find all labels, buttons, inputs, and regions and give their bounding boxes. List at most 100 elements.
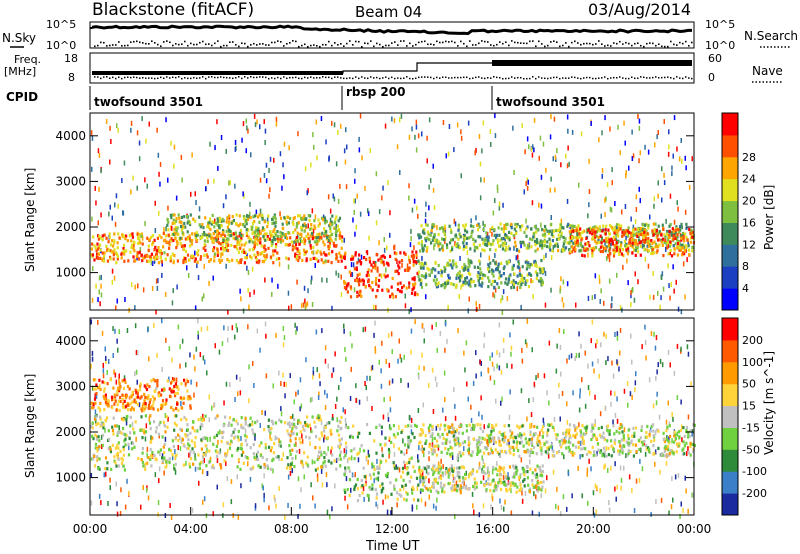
nave-point [268, 77, 270, 80]
velocity-speckle [321, 482, 324, 488]
power-speckle [393, 118, 396, 124]
power-band-5-cell [583, 229, 586, 233]
velocity-speckle [500, 505, 503, 510]
noise-search-point [640, 44, 642, 47]
velocity-speckle [208, 394, 210, 400]
noise-search-point [445, 40, 447, 43]
nave-point [595, 77, 597, 80]
power-band-4-cell [467, 268, 470, 272]
power-speckle [475, 147, 477, 153]
noise-search-point [97, 44, 99, 47]
velocity-speckle [259, 347, 261, 353]
power-speckle [91, 135, 94, 141]
power-band-3-cell [551, 249, 554, 253]
power-band-3-cell [451, 238, 455, 242]
noise-search-point [205, 43, 207, 46]
velocity-speckle [641, 344, 643, 350]
velocity-speckle [179, 435, 181, 441]
power-speckle [474, 150, 476, 156]
power-band-0-cell [270, 244, 273, 248]
power-speckle [604, 212, 606, 217]
velocity-band-0-cell [139, 428, 142, 432]
power-band-2-cell [416, 293, 419, 297]
velocity-speckle [207, 470, 210, 476]
velocity-band-0-cell [112, 432, 115, 436]
nave-point [223, 76, 225, 79]
velocity-speckle [648, 377, 651, 383]
velocity-band-0-cell [171, 439, 174, 443]
power-speckle [393, 245, 395, 251]
power-speckle [345, 184, 348, 190]
velocity-speckle [358, 399, 361, 405]
velocity-band-1-cell [364, 483, 367, 487]
velocity-speckle [278, 486, 280, 491]
velocity-band-0-cell [286, 429, 289, 433]
power-band-0-cell [116, 241, 119, 245]
noise-search-point [394, 41, 396, 43]
power-band-1-cell [290, 240, 293, 244]
power-colorbar-tick: 8 [742, 260, 749, 273]
velocity-speckle [502, 348, 505, 354]
velocity-speckle [278, 370, 280, 376]
velocity-speckle [120, 487, 122, 493]
power-band-0-cell [279, 237, 282, 241]
velocity-speckle [381, 451, 384, 457]
velocity-speckle [282, 372, 284, 378]
power-speckle [130, 189, 132, 195]
velocity-band-0-cell [101, 433, 105, 438]
noise-search-point [589, 42, 591, 45]
power-band-0-cell [340, 246, 343, 250]
power-band-0-cell [267, 246, 270, 250]
velocity-band-1-cell [412, 487, 415, 491]
power-band-3-cell [505, 226, 508, 230]
velocity-speckle [559, 511, 562, 517]
power-band-4-cell [490, 268, 494, 272]
power-band-2-cell [413, 255, 416, 259]
velocity-speckle [197, 318, 199, 324]
power-band-1-cell [334, 226, 337, 230]
noise-search-point [676, 44, 678, 46]
nave-point [628, 77, 630, 80]
power-band-1-cell [171, 221, 174, 225]
power-speckle [266, 216, 269, 222]
velocity-band-1-cell [385, 459, 388, 463]
power-band-3-cell [491, 242, 494, 246]
velocity-band-0-cell [252, 431, 255, 435]
power-band-3-cell [510, 231, 513, 235]
velocity-speckle [391, 349, 393, 355]
velocity-speckle [278, 456, 280, 461]
power-band-1-cell [300, 216, 303, 221]
velocity-band-0-cell [99, 415, 102, 419]
velocity-speckle [284, 514, 286, 520]
noise-sky-line [90, 24, 692, 36]
velocity-band-0-cell [200, 460, 203, 465]
power-speckle [425, 294, 427, 300]
power-band-0-cell [298, 252, 301, 256]
power-band-1-cell [192, 217, 195, 221]
velocity-speckle [171, 455, 174, 461]
noise-search-point [376, 42, 378, 45]
power-speckle [167, 205, 169, 211]
power-speckle [98, 275, 101, 281]
velocity-speckle [491, 469, 494, 475]
power-band-3-cell [443, 227, 446, 231]
velocity-band-1-cell [373, 467, 376, 471]
power-ylabel: Slant Range [km] [23, 168, 37, 272]
velocity-speckle [109, 477, 111, 483]
velocity-band-0-cell [191, 426, 194, 430]
velocity-band-0-cell [120, 461, 124, 465]
power-speckle [675, 279, 677, 285]
power-band-0-cell [311, 250, 314, 254]
velocity-speckle [209, 456, 212, 462]
velocity-band-0-cell [102, 426, 105, 430]
power-band-3-cell [451, 248, 454, 252]
power-speckle [673, 219, 676, 225]
velocity-speckle [656, 391, 658, 397]
noise-search-point [598, 40, 600, 42]
power-speckle [340, 274, 342, 280]
velocity-speckle [230, 499, 233, 505]
power-band-2-cell [390, 285, 393, 289]
power-band-3-cell [523, 230, 526, 234]
power-band-1-cell [245, 228, 248, 232]
velocity-speckle [610, 390, 612, 396]
